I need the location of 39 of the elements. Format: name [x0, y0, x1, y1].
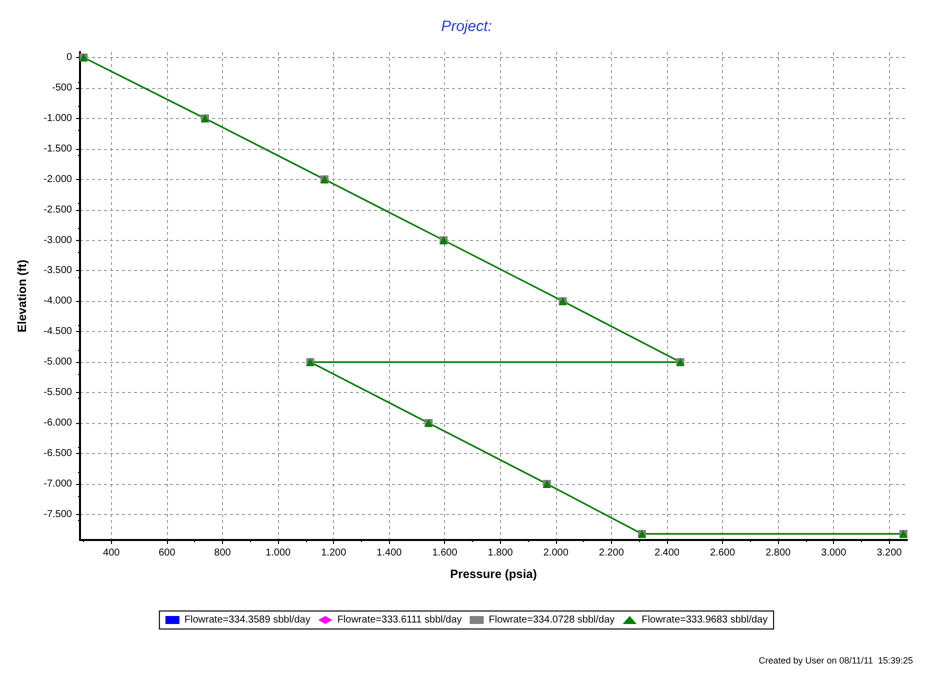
- legend-label: Flowrate=333.6111 sbbl/day: [337, 614, 462, 626]
- y-tick-label: -5.500: [44, 387, 72, 398]
- legend-label: Flowrate=334.3589 sbbl/day: [184, 614, 310, 626]
- x-tick-label: 2.000: [543, 548, 569, 558]
- x-axis-title: Pressure (psia): [450, 567, 537, 581]
- y-tick-label: -5.000: [44, 356, 72, 368]
- y-tick-label: -1.000: [44, 112, 72, 124]
- x-tick-label: 2.600: [710, 548, 736, 558]
- y-tick-label: -4.500: [44, 326, 72, 338]
- x-tick-label: 600: [158, 548, 176, 558]
- legend-label: Flowrate=333.9683 sbbl/day: [642, 614, 768, 626]
- y-tick-label: -7.000: [44, 478, 72, 490]
- y-axis-title: Elevation (ft): [15, 260, 29, 332]
- y-tick-label: -3.000: [44, 234, 72, 246]
- text: Created by User on 08/11/11 15:39:25: [758, 656, 914, 666]
- x-tick-label: 400: [103, 548, 120, 558]
- y-tick-label: -500: [52, 82, 72, 94]
- y-tick-label: -1.500: [44, 143, 72, 154]
- y-tick-label: 0: [66, 52, 72, 63]
- legend-label: Flowrate=334.0728 sbbl/day: [488, 614, 615, 626]
- x-tick-label: 800: [214, 548, 232, 558]
- x-tick-label: 3.200: [876, 548, 902, 558]
- x-tick-label: 2.400: [654, 548, 680, 558]
- x-tick-label: 1.800: [488, 548, 514, 558]
- x-tick-label: 1.400: [376, 548, 402, 558]
- x-tick-label: 1.000: [266, 548, 292, 558]
- chart-title: Project:: [441, 18, 492, 35]
- x-tick-label: 2.200: [598, 548, 624, 558]
- y-tick-label: -6.000: [44, 418, 72, 429]
- y-tick-label: -4.000: [44, 296, 72, 307]
- y-tick-label: -3.500: [44, 265, 72, 276]
- x-tick-label: 2.800: [766, 548, 792, 558]
- x-tick-label: 3.000: [821, 548, 847, 558]
- x-tick-label: 1.600: [432, 548, 458, 558]
- y-tick-label: -7.500: [44, 508, 72, 520]
- y-tick-label: -6.500: [44, 448, 72, 459]
- y-tick-label: -2.000: [44, 174, 72, 185]
- y-tick-label: -2.500: [44, 204, 72, 216]
- x-tick-label: 1.200: [321, 548, 347, 558]
